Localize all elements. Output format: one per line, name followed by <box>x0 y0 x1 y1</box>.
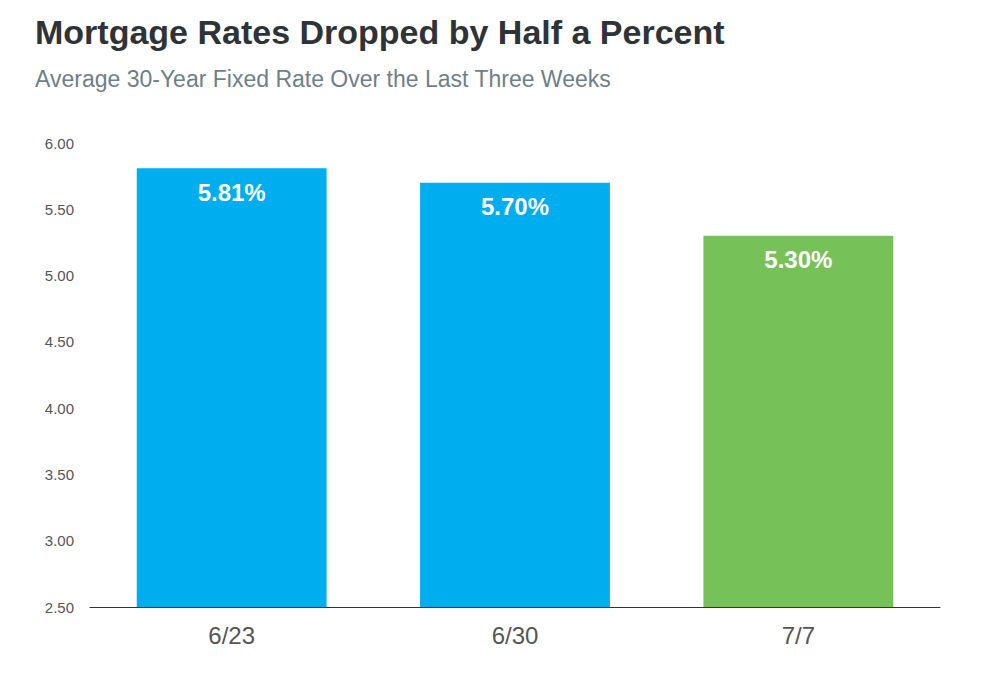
svg-text:3.50: 3.50 <box>45 466 74 483</box>
svg-text:5.00: 5.00 <box>45 267 74 284</box>
svg-text:5.30%: 5.30% <box>764 246 832 273</box>
svg-text:6.00: 6.00 <box>45 135 74 152</box>
svg-text:4.00: 4.00 <box>45 400 74 417</box>
svg-text:3.00: 3.00 <box>45 532 74 549</box>
svg-text:7/7: 7/7 <box>782 622 815 649</box>
svg-text:5.70%: 5.70% <box>481 193 549 220</box>
svg-text:2.50: 2.50 <box>45 599 74 616</box>
svg-text:6/23: 6/23 <box>208 622 255 649</box>
svg-text:Mortgage Rates Dropped by Half: Mortgage Rates Dropped by Half a Percent <box>35 13 725 51</box>
svg-text:Average 30-Year Fixed Rate Ove: Average 30-Year Fixed Rate Over the Last… <box>35 66 611 92</box>
svg-text:5.50: 5.50 <box>45 201 74 218</box>
svg-text:5.81%: 5.81% <box>198 179 266 206</box>
svg-text:4.50: 4.50 <box>45 333 74 350</box>
svg-text:6/30: 6/30 <box>492 622 539 649</box>
